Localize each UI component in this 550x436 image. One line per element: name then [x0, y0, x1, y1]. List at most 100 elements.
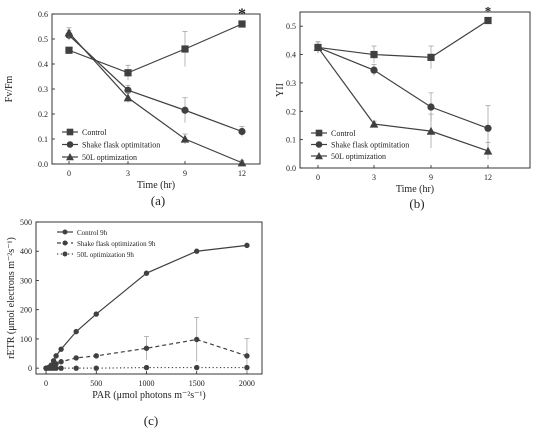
data-point [64, 28, 74, 37]
data-point [194, 364, 200, 371]
significance-marker: * [485, 4, 492, 19]
legend-marker [315, 129, 323, 137]
y-axis-title: rETR (μmol electrons m⁻²s⁻¹) [6, 237, 17, 359]
panel-b: 0.0 0.1 0.2 0.3 0.4 0.5 0 3 9 12 Time (hr) YII (b) Co… [275, 4, 531, 211]
x-tick-label: 500 [90, 379, 102, 388]
y-tick-label: 0.1 [286, 136, 296, 145]
y-tick-label: 0.0 [38, 160, 48, 169]
data-point [194, 336, 200, 343]
series-1 [65, 29, 246, 137]
data-point [244, 364, 250, 371]
y-tick-label: 200 [20, 306, 32, 315]
y-axis-title: YII [275, 83, 286, 97]
legend-label: 50L optimization [82, 153, 137, 162]
data-point [73, 355, 79, 361]
series-0 [65, 20, 246, 81]
data-point [181, 106, 189, 114]
legend-label: Shake flask optimization 9h [77, 240, 156, 248]
y-tick-label: 0.2 [38, 110, 48, 119]
panel-label: (a) [151, 193, 165, 208]
series-line [317, 20, 489, 58]
data-point [181, 45, 189, 53]
y-tick-label: 0.5 [38, 35, 48, 44]
data-point [194, 248, 200, 254]
x-tick-label: 0 [316, 173, 320, 182]
legend-marker [66, 141, 74, 148]
panel-c: 0 100 200 300 400 500 0 500 1000 1500 2000 PAR (μmo… [6, 218, 263, 428]
x-axis-title: Time (hr) [396, 184, 434, 195]
data-point [370, 50, 378, 59]
data-point [238, 20, 246, 28]
data-point [124, 86, 132, 94]
x-tick-label: 1500 [189, 379, 205, 388]
data-point [93, 311, 99, 317]
significance-marker: * [238, 6, 246, 23]
x-tick-label: 3 [372, 173, 376, 182]
x-tick-label: 1000 [138, 379, 154, 388]
y-tick-label: 0.5 [286, 22, 296, 31]
series-0 [314, 16, 492, 69]
legend-marker [66, 153, 74, 161]
y-tick-label: 400 [20, 247, 32, 256]
y-tick-label: 0.3 [286, 79, 296, 88]
x-axis-title: PAR (μmol photons m⁻²s⁻¹) [92, 390, 206, 401]
x-axis-title: Time (hr) [137, 180, 175, 191]
series-2 [313, 41, 493, 160]
data-point [143, 345, 150, 351]
data-point [65, 46, 73, 54]
data-point [53, 353, 59, 359]
y-tick-label: 0.4 [286, 51, 296, 60]
data-point [483, 146, 493, 155]
legend-marker [315, 141, 323, 148]
y-tick-label: 0 [28, 364, 32, 373]
data-point [53, 361, 59, 367]
legend-label: Control [331, 129, 356, 138]
data-point [484, 124, 492, 132]
data-point [180, 134, 190, 143]
y-tick-label: 0.3 [38, 85, 48, 94]
x-tick-label: 9 [183, 169, 187, 178]
legend-label: 50L optimization 9h [77, 251, 134, 259]
data-point [244, 242, 250, 249]
data-point [93, 365, 99, 371]
series-2 [43, 364, 250, 371]
x-tick-label: 3 [126, 169, 130, 178]
x-tick-label: 12 [484, 173, 492, 182]
x-tick-label: 12 [238, 169, 246, 178]
data-point [93, 353, 99, 359]
data-point [370, 66, 378, 74]
data-point [124, 69, 132, 77]
data-point [237, 158, 247, 167]
data-point [427, 103, 435, 111]
legend-label: Control 9h [77, 229, 108, 237]
series-line [68, 32, 243, 164]
legend-marker [315, 152, 323, 160]
series-line [68, 34, 243, 133]
data-point [244, 353, 250, 359]
data-point [238, 127, 246, 136]
legend-marker [62, 251, 68, 257]
series-2 [64, 27, 247, 167]
y-tick-label: 100 [20, 335, 32, 344]
y-axis-title: Fv/Fm [4, 75, 15, 102]
data-point [53, 365, 59, 371]
x-tick-label: 2000 [239, 379, 255, 388]
legend-marker [62, 240, 68, 246]
panel-a: 0.0 0.1 0.2 0.3 0.4 0.5 0.6 0 3 9 12 Time (hr) Fv/Fm… [4, 6, 261, 208]
series-line [317, 47, 489, 152]
legend-label: Control [82, 128, 107, 137]
data-point [123, 93, 133, 102]
panel-label: (b) [409, 196, 424, 211]
x-tick-label: 0 [67, 169, 71, 178]
data-point [143, 270, 150, 276]
y-tick-label: 300 [20, 276, 32, 285]
x-tick-label: 9 [429, 173, 433, 182]
data-point [58, 365, 64, 371]
panel-label: (c) [144, 413, 158, 428]
plot-frame [35, 221, 263, 375]
data-point [58, 359, 64, 365]
data-point [73, 365, 79, 371]
plot-frame [299, 11, 531, 169]
y-tick-label: 500 [20, 218, 32, 227]
